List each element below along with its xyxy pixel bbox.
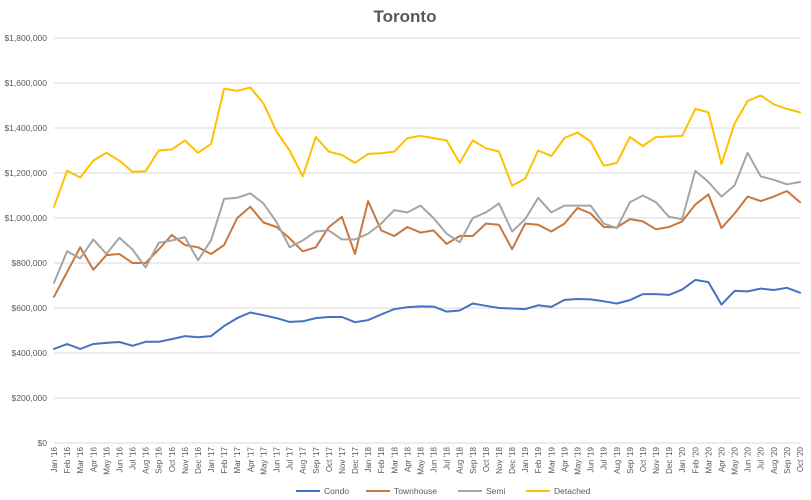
x-tick-label: Jun '16 (115, 446, 124, 472)
x-tick-label: Nov '16 (181, 446, 190, 473)
x-tick-label: Nov '17 (338, 446, 347, 473)
x-axis: Jan '16 Feb '16 Mar '16 Apr '16 May '16 Jun '… (50, 446, 805, 474)
series-line-condo (53, 278, 801, 350)
x-tick-label: Nov '18 (495, 446, 504, 473)
x-tick-label: May '20 (731, 446, 740, 474)
series-line-detached (53, 86, 801, 208)
x-tick-label: May '18 (416, 446, 425, 474)
x-tick-label: Apr '17 (246, 446, 255, 472)
x-tick-label: Mar '16 (76, 446, 85, 473)
x-tick-label: Feb '16 (63, 446, 72, 473)
x-tick-label: Oct '18 (482, 446, 491, 472)
x-tick-label: Jan '20 (678, 446, 687, 472)
legend-label-condo: Condo (324, 486, 349, 496)
x-tick-label: Oct '19 (639, 446, 648, 472)
x-tick-label: Mar '19 (547, 446, 556, 473)
x-tick-label: Oct '20 (796, 446, 805, 472)
x-tick-label: Apr '19 (560, 446, 569, 472)
y-tick-label: $0 (38, 438, 48, 448)
legend-label-semi: Semi (486, 486, 505, 496)
x-tick-label: Jan '17 (207, 446, 216, 472)
x-tick-label: Feb '18 (377, 446, 386, 473)
x-tick-label: Jul '18 (443, 446, 452, 469)
x-tick-label: Apr '20 (717, 446, 726, 472)
legend: Condo Townhouse Semi Detached (296, 486, 591, 496)
x-tick-label: Oct '16 (168, 446, 177, 472)
x-tick-label: Sep '17 (312, 446, 321, 473)
y-tick-label: $1,200,000 (4, 168, 47, 178)
x-tick-label: Dec '16 (194, 446, 203, 473)
y-tick-label: $400,000 (12, 348, 48, 358)
x-tick-label: May '16 (102, 446, 111, 474)
y-axis: $0 $200,000 $400,000 $600,000 $800,000 $1,000… (4, 33, 47, 448)
x-tick-label: Mar '20 (704, 446, 713, 473)
x-tick-label: Apr '16 (89, 446, 98, 472)
x-tick-label: May '17 (259, 446, 268, 474)
y-tick-label: $1,000,000 (4, 213, 47, 223)
x-tick-label: Mar '18 (390, 446, 399, 473)
x-tick-label: Jul '20 (757, 446, 766, 469)
y-tick-label: $1,400,000 (4, 123, 47, 133)
x-tick-label: Aug '17 (299, 446, 308, 473)
legend-label-detached: Detached (554, 486, 591, 496)
x-tick-label: Sep '20 (783, 446, 792, 473)
x-tick-label: Feb '17 (220, 446, 229, 473)
gridlines (54, 37, 800, 444)
x-tick-label: Jan '18 (364, 446, 373, 472)
x-tick-label: Jun '20 (744, 446, 753, 472)
x-tick-label: Aug '19 (613, 446, 622, 473)
x-tick-label: Jan '19 (521, 446, 530, 472)
x-tick-label: Jun '19 (587, 446, 596, 472)
x-tick-label: Dec '17 (351, 446, 360, 473)
series-line-townhouse (53, 190, 801, 298)
x-tick-label: Aug '16 (142, 446, 151, 473)
legend-label-townhouse: Townhouse (394, 486, 437, 496)
x-tick-label: Sep '16 (155, 446, 164, 473)
x-tick-label: Aug '20 (770, 446, 779, 473)
x-tick-label: Oct '17 (325, 446, 334, 472)
y-tick-label: $800,000 (12, 258, 48, 268)
x-tick-label: Dec '19 (665, 446, 674, 473)
x-tick-label: Feb '20 (691, 446, 700, 473)
x-tick-label: Apr '18 (403, 446, 412, 472)
x-tick-label: Jul '17 (286, 446, 295, 469)
x-tick-label: Nov '19 (652, 446, 661, 473)
y-tick-label: $1,600,000 (4, 78, 47, 88)
y-tick-label: $1,800,000 (4, 33, 47, 43)
x-tick-label: Jun '17 (272, 446, 281, 472)
x-tick-label: Jan '16 (50, 446, 59, 472)
series-lines (53, 86, 801, 350)
x-tick-label: Feb '19 (534, 446, 543, 473)
x-tick-label: May '19 (574, 446, 583, 474)
chart-title: Toronto (374, 7, 437, 26)
x-tick-label: Jun '18 (430, 446, 439, 472)
x-tick-label: Sep '18 (469, 446, 478, 473)
y-tick-label: $600,000 (12, 303, 48, 313)
y-tick-label: $200,000 (12, 393, 48, 403)
x-tick-label: Aug '18 (456, 446, 465, 473)
x-tick-label: Jul '19 (600, 446, 609, 469)
series-line-semi (53, 151, 801, 284)
x-tick-label: Mar '17 (233, 446, 242, 473)
x-tick-label: Sep '19 (626, 446, 635, 473)
x-tick-label: Dec '18 (508, 446, 517, 473)
x-tick-label: Jul '16 (129, 446, 138, 469)
